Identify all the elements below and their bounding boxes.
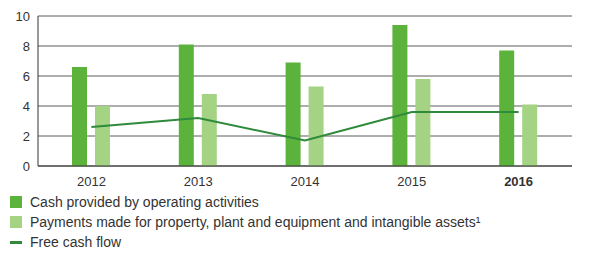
svg-text:0: 0	[23, 159, 30, 174]
svg-text:10: 10	[16, 9, 30, 24]
svg-text:6: 6	[23, 69, 30, 84]
svg-text:2015: 2015	[397, 174, 426, 188]
svg-text:2014: 2014	[291, 174, 320, 188]
svg-text:2: 2	[23, 129, 30, 144]
svg-text:2012: 2012	[77, 174, 106, 188]
svg-text:2013: 2013	[184, 174, 213, 188]
svg-text:4: 4	[23, 99, 30, 114]
html-text:Free cash flow: Free cash flow	[30, 234, 121, 250]
html-text:Cash provided by operating act: Cash provided by operating activities	[30, 194, 259, 210]
svg-text:8: 8	[23, 39, 30, 54]
svg-text:2016: 2016	[504, 174, 533, 188]
html-text:Payments made for property, pl: Payments made for property, plant and eq…	[30, 214, 481, 230]
